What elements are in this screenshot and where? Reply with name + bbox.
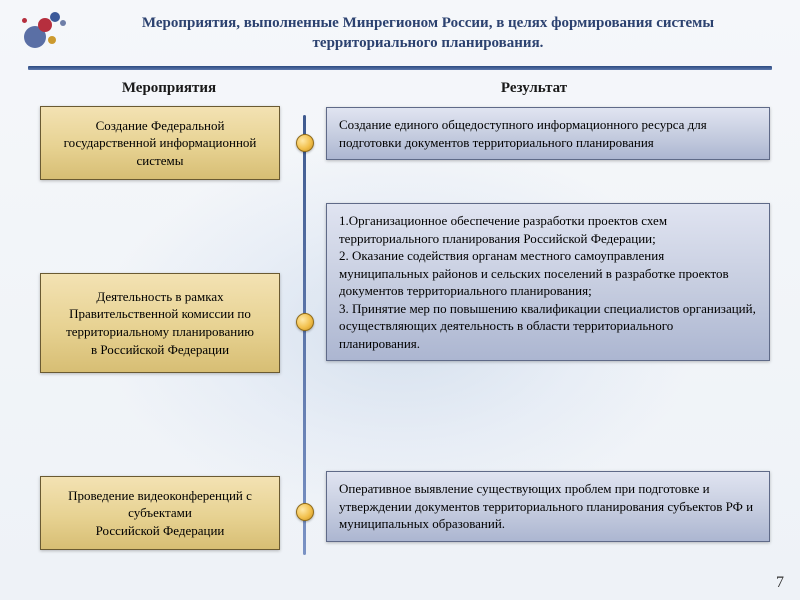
column-headers: Мероприятия Результат <box>0 70 800 103</box>
header: Мероприятия, выполненные Минрегионом Рос… <box>0 0 800 62</box>
timeline-node-icon <box>296 503 314 521</box>
result-box-1: Создание единого общедоступного информац… <box>326 107 770 160</box>
activity-box-3: Проведение видеоконференций с субъектами… <box>40 476 280 551</box>
col-header-activities: Мероприятия <box>40 80 298 97</box>
result-box-3: Оперативное выявление существующих пробл… <box>326 471 770 542</box>
row-2: Деятельность в рамках Правительственной … <box>0 203 800 443</box>
page-title: Мероприятия, выполненные Минрегионом Рос… <box>86 13 770 54</box>
result-box-2: 1.Организационное обеспечение разработки… <box>326 203 770 361</box>
page-number: 7 <box>776 574 784 592</box>
content-area: Создание Федеральной государственной инф… <box>0 103 800 573</box>
activity-box-2: Деятельность в рамках Правительственной … <box>40 273 280 373</box>
timeline-node-icon <box>296 134 314 152</box>
logo <box>20 12 72 54</box>
row-3: Проведение видеоконференций с субъектами… <box>0 471 800 555</box>
col-header-result: Результат <box>298 80 770 97</box>
row-1: Создание Федеральной государственной инф… <box>0 107 800 179</box>
activity-box-1: Создание Федеральной государственной инф… <box>40 106 280 181</box>
timeline-node-icon <box>296 313 314 331</box>
